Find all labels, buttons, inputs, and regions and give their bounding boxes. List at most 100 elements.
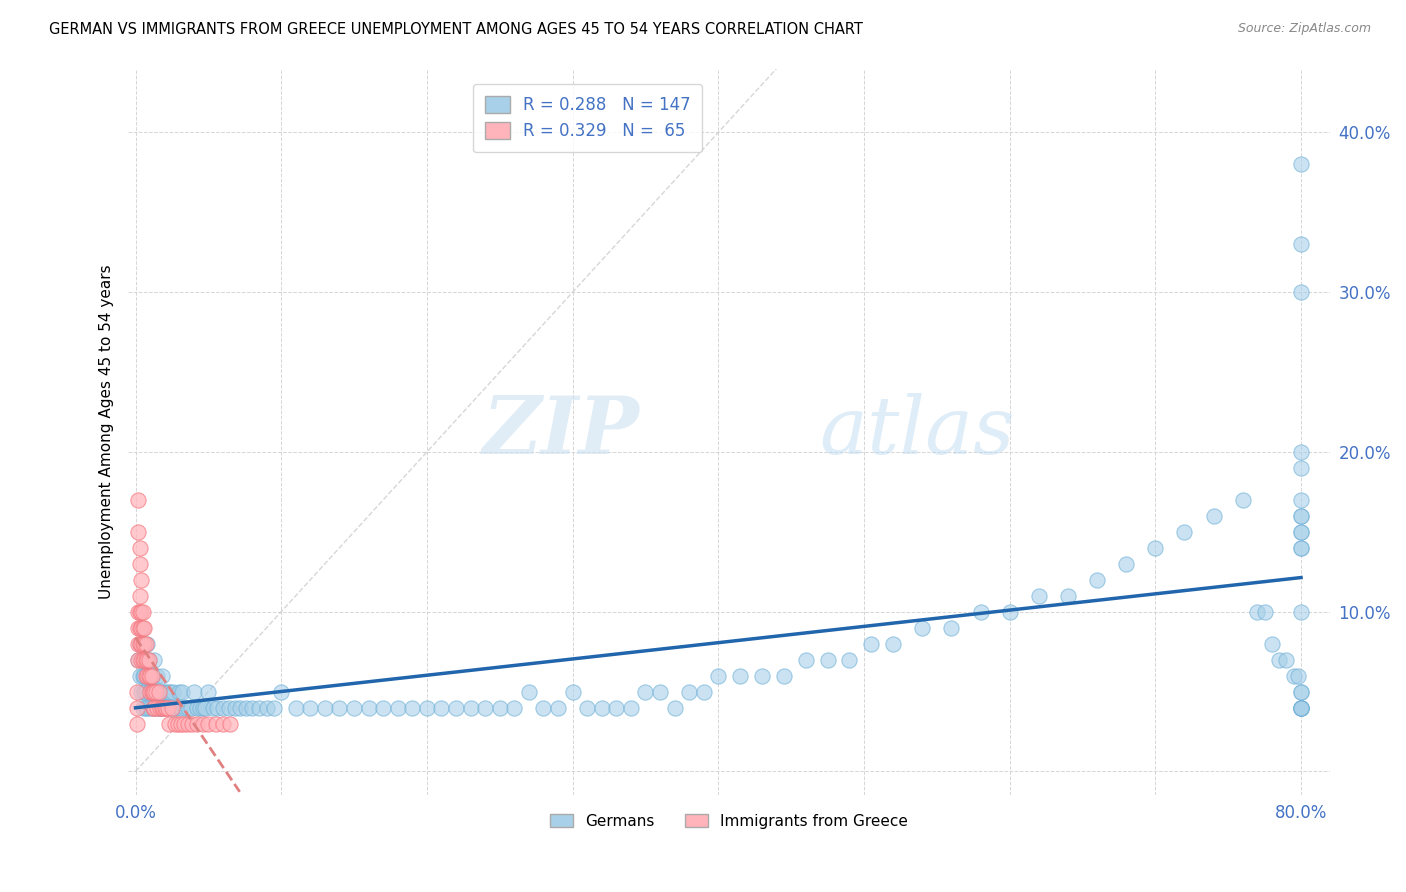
Point xyxy=(138,668,160,682)
Point xyxy=(136,668,159,682)
Point xyxy=(474,700,496,714)
Point xyxy=(772,668,794,682)
Point xyxy=(707,668,730,682)
Point xyxy=(134,637,156,651)
Point xyxy=(125,716,148,731)
Point xyxy=(969,605,991,619)
Point xyxy=(205,700,228,714)
Point xyxy=(132,652,155,666)
Point xyxy=(138,668,160,682)
Point xyxy=(387,700,409,714)
Point xyxy=(1268,652,1291,666)
Point xyxy=(247,700,270,714)
Point xyxy=(838,652,860,666)
Point xyxy=(197,716,219,731)
Point xyxy=(882,637,904,651)
Point xyxy=(141,668,163,682)
Point xyxy=(136,637,159,651)
Point xyxy=(136,700,159,714)
Point xyxy=(1289,605,1312,619)
Point xyxy=(143,652,166,666)
Text: GERMAN VS IMMIGRANTS FROM GREECE UNEMPLOYMENT AMONG AGES 45 TO 54 YEARS CORRELAT: GERMAN VS IMMIGRANTS FROM GREECE UNEMPLO… xyxy=(49,22,863,37)
Point xyxy=(129,541,152,555)
Point xyxy=(1202,508,1225,523)
Point xyxy=(131,637,153,651)
Point xyxy=(343,700,366,714)
Point xyxy=(141,684,163,698)
Point xyxy=(620,700,643,714)
Point xyxy=(1289,445,1312,459)
Point xyxy=(1282,668,1305,682)
Point xyxy=(561,684,583,698)
Point xyxy=(1289,524,1312,539)
Point xyxy=(1289,508,1312,523)
Point xyxy=(166,716,188,731)
Point xyxy=(1253,605,1275,619)
Point xyxy=(127,492,149,507)
Point xyxy=(155,700,177,714)
Point xyxy=(142,684,165,698)
Point xyxy=(1289,700,1312,714)
Point xyxy=(1246,605,1268,619)
Text: Source: ZipAtlas.com: Source: ZipAtlas.com xyxy=(1237,22,1371,36)
Point xyxy=(150,700,173,714)
Point xyxy=(1289,700,1312,714)
Point xyxy=(148,700,170,714)
Point xyxy=(794,652,817,666)
Point xyxy=(155,700,177,714)
Point xyxy=(1085,573,1108,587)
Point xyxy=(1289,700,1312,714)
Point xyxy=(284,700,307,714)
Point xyxy=(145,684,167,698)
Point xyxy=(129,557,152,571)
Point xyxy=(149,700,172,714)
Point xyxy=(181,716,204,731)
Point xyxy=(1286,668,1309,682)
Point xyxy=(135,652,157,666)
Point xyxy=(1144,541,1167,555)
Point xyxy=(145,700,167,714)
Point xyxy=(998,605,1021,619)
Y-axis label: Unemployment Among Ages 45 to 54 years: Unemployment Among Ages 45 to 54 years xyxy=(100,265,114,599)
Point xyxy=(138,684,160,698)
Point xyxy=(751,668,773,682)
Point xyxy=(160,700,183,714)
Point xyxy=(1289,684,1312,698)
Point xyxy=(183,684,205,698)
Point xyxy=(172,684,194,698)
Point xyxy=(197,684,219,698)
Point xyxy=(138,652,160,666)
Point xyxy=(136,652,159,666)
Point xyxy=(401,700,423,714)
Point xyxy=(256,700,278,714)
Point xyxy=(139,684,162,698)
Point xyxy=(1289,541,1312,555)
Point xyxy=(163,716,186,731)
Point xyxy=(170,700,193,714)
Point xyxy=(488,700,510,714)
Point xyxy=(138,652,160,666)
Point xyxy=(634,684,657,698)
Point xyxy=(139,668,162,682)
Point xyxy=(212,700,235,714)
Point xyxy=(143,684,166,698)
Point xyxy=(186,716,208,731)
Point xyxy=(141,684,163,698)
Point xyxy=(132,637,155,651)
Point xyxy=(135,684,157,698)
Point xyxy=(125,700,148,714)
Point xyxy=(678,684,700,698)
Point xyxy=(533,700,555,714)
Point xyxy=(129,621,152,635)
Point xyxy=(1289,684,1312,698)
Point xyxy=(1261,637,1284,651)
Point xyxy=(129,605,152,619)
Point xyxy=(129,668,152,682)
Point xyxy=(201,700,224,714)
Point xyxy=(146,700,169,714)
Point xyxy=(605,700,627,714)
Point xyxy=(150,684,173,698)
Point xyxy=(143,684,166,698)
Point xyxy=(134,668,156,682)
Point xyxy=(911,621,934,635)
